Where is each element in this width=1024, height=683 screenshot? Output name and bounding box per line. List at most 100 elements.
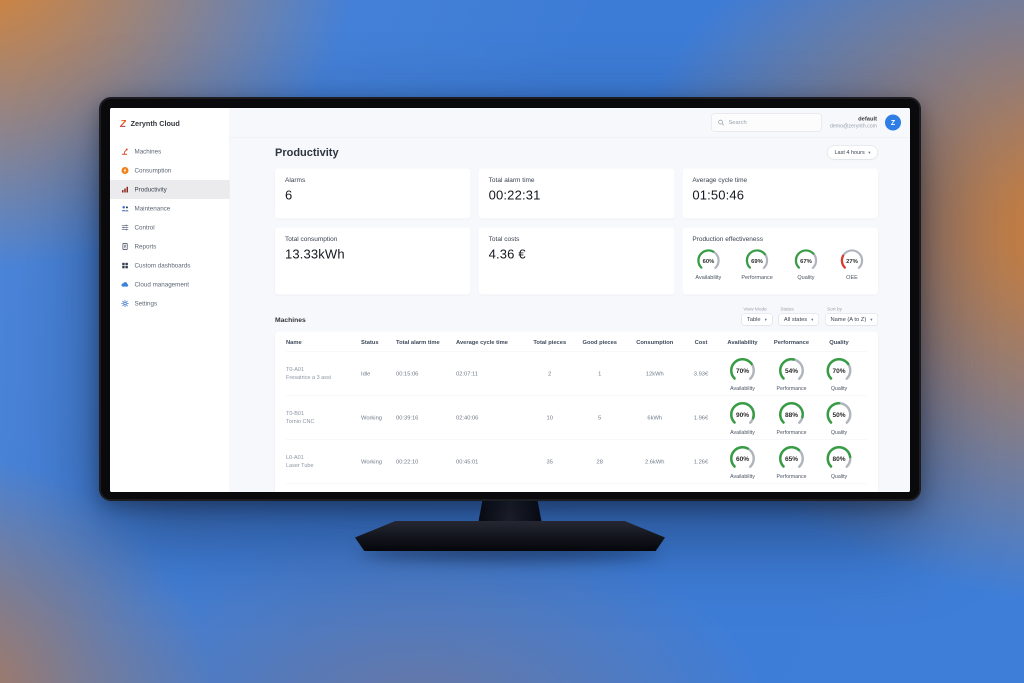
gauge-label: Quality [830, 385, 848, 392]
maintenance-icon [121, 205, 129, 213]
sidebar-item-reports[interactable]: Reports [110, 237, 230, 256]
status-filter-select[interactable]: Status All states ▾ [778, 307, 819, 326]
machines-icon [121, 148, 129, 156]
total-consumption-card: Total consumption 13.33kWh [275, 227, 471, 295]
sidebar-item-machines[interactable]: Machines [110, 142, 230, 161]
svg-text:54%: 54% [785, 368, 798, 375]
table-row[interactable]: T0-A01 Fresatrice a 3 assi Idle 00:15:06… [286, 352, 867, 396]
svg-text:65%: 65% [785, 456, 798, 463]
sidebar-item-label: Consumption [134, 167, 172, 174]
chevron-down-icon: ▾ [868, 149, 871, 155]
time-range-button[interactable]: Last 4 hours ▾ [826, 145, 878, 160]
settings-icon [121, 299, 129, 308]
sidebar-item-cloud-management[interactable]: Cloud management [110, 275, 230, 294]
gauge-label: Availability [695, 274, 722, 281]
column-header: Average cycle time [456, 339, 508, 346]
account-name: default [858, 115, 877, 122]
sidebar-item-consumption[interactable]: Consumption [110, 161, 230, 180]
table-row[interactable]: T0-B01 Tornio CNC Working 00:39:16 02:40… [286, 396, 867, 440]
machine-name: Laser Tube [286, 462, 314, 469]
machine-name: Fresatrice a 3 assi [286, 374, 331, 381]
sidebar-item-control[interactable]: Control [110, 218, 230, 237]
svg-text:50%: 50% [832, 412, 845, 419]
control-label: Status [780, 306, 794, 313]
dashboards-icon [121, 262, 129, 270]
machine-cost: 1.96€ [693, 414, 709, 421]
svg-text:88%: 88% [785, 412, 798, 419]
column-header: Good pieces [582, 339, 618, 346]
machines-table: Name Status Total alarm time Average cyc… [275, 331, 878, 492]
availability-gauge: 60% Availability [695, 248, 721, 281]
table-row[interactable]: L0-A01 Laser Tube Working 00:22:10 00:45… [286, 440, 867, 484]
sort-by-select[interactable]: Sort by Name (A to Z) ▾ [824, 307, 878, 326]
chevron-down-icon: ▾ [870, 316, 873, 322]
gauge-chart: 65% [777, 444, 806, 473]
machine-consumption: 12kWh [645, 370, 664, 377]
column-header: Consumption [636, 339, 674, 346]
stats-row-1: Alarms 6 Total alarm time 00:22:31 Avera… [275, 168, 878, 219]
machine-code: T0-A01 [286, 366, 305, 373]
svg-text:90%: 90% [736, 412, 749, 419]
sidebar-item-label: Cloud management [134, 281, 190, 288]
account-email: demo@zerynth.com [829, 122, 877, 129]
card-label: Production effectiveness [692, 235, 764, 243]
sidebar-item-label: Machines [134, 148, 162, 155]
sidebar-item-label: Custom dashboards [134, 262, 191, 269]
column-header: Total alarm time [396, 339, 440, 346]
machines-title: Machines [275, 316, 306, 324]
search-icon [718, 119, 724, 126]
sidebar-item-label: Maintenance [134, 205, 171, 212]
production-effectiveness-card: Production effectiveness 60% Availabilit… [682, 227, 878, 295]
sidebar-item-settings[interactable]: Settings [110, 294, 230, 313]
machines-section-header: Machines View Mode Table ▾ Status All sta… [275, 307, 878, 326]
machine-total-pieces: 10 [546, 414, 553, 421]
card-label: Average cycle time [692, 176, 748, 184]
control-icon [121, 224, 129, 232]
zerynth-logo-icon: Z [120, 118, 127, 130]
machine-total-pieces: 35 [546, 458, 553, 465]
gauge-label: Availability [730, 473, 755, 480]
sidebar-item-productivity[interactable]: Productivity [110, 180, 230, 199]
machine-total-alarm-time: 00:22:10 [396, 458, 419, 465]
machine-total-alarm-time: 00:15:06 [396, 370, 419, 377]
brand-name: Zerynth Cloud [130, 120, 180, 128]
sidebar-item-maintenance[interactable]: Maintenance [110, 199, 230, 218]
page-header: Productivity Last 4 hours ▾ [230, 138, 910, 160]
control-value: All states [783, 316, 808, 323]
machine-code: L0-A01 [286, 454, 304, 461]
gauge-label: Performance [741, 274, 773, 281]
alarms-value: 6 [285, 187, 293, 203]
card-label: Alarms [285, 176, 306, 184]
gauge-label: OEE [846, 274, 858, 281]
machine-average-cycle-time: 02:07:11 [456, 370, 478, 377]
quality-gauge: 80% Quality [817, 444, 862, 480]
column-header: Quality [829, 339, 849, 346]
search-input[interactable]: Search [710, 113, 822, 132]
performance-gauge: 54% Performance [767, 356, 817, 392]
total-costs-value: 4.36 € [488, 246, 526, 262]
sidebar-item-label: Productivity [134, 186, 167, 193]
machine-average-cycle-time: 00:45:01 [456, 458, 479, 465]
gauge-chart: 90% [728, 400, 757, 429]
account-info[interactable]: default demo@zerynth.com [830, 115, 877, 129]
oee-gauge: 27% OEE [839, 248, 865, 281]
gauge-label: Performance [776, 385, 807, 392]
machine-cost: 3.93€ [693, 370, 709, 377]
machine-total-pieces: 2 [548, 370, 552, 377]
column-header: Name [286, 339, 302, 346]
sidebar: Z Zerynth Cloud Machines Consumpt [110, 108, 230, 492]
sidebar-item-label: Reports [134, 243, 157, 250]
column-header: Cost [694, 339, 708, 346]
avatar[interactable]: Z [885, 114, 901, 131]
sidebar-item-custom-dashboards[interactable]: Custom dashboards [110, 256, 230, 275]
control-value: Table [746, 316, 761, 323]
monitor: Z Zerynth Cloud Machines Consumpt [99, 97, 921, 501]
view-mode-select[interactable]: View Mode Table ▾ [741, 306, 773, 326]
average-cycle-time-card: Average cycle time 01:50:46 [682, 168, 878, 219]
svg-text:80%: 80% [832, 456, 845, 463]
reports-icon [121, 243, 129, 251]
gauge-chart: 54% [777, 356, 806, 385]
sidebar-item-label: Settings [134, 300, 158, 307]
control-label: View Mode [743, 306, 767, 313]
topbar: Search default demo@zerynth.com Z [230, 108, 910, 138]
